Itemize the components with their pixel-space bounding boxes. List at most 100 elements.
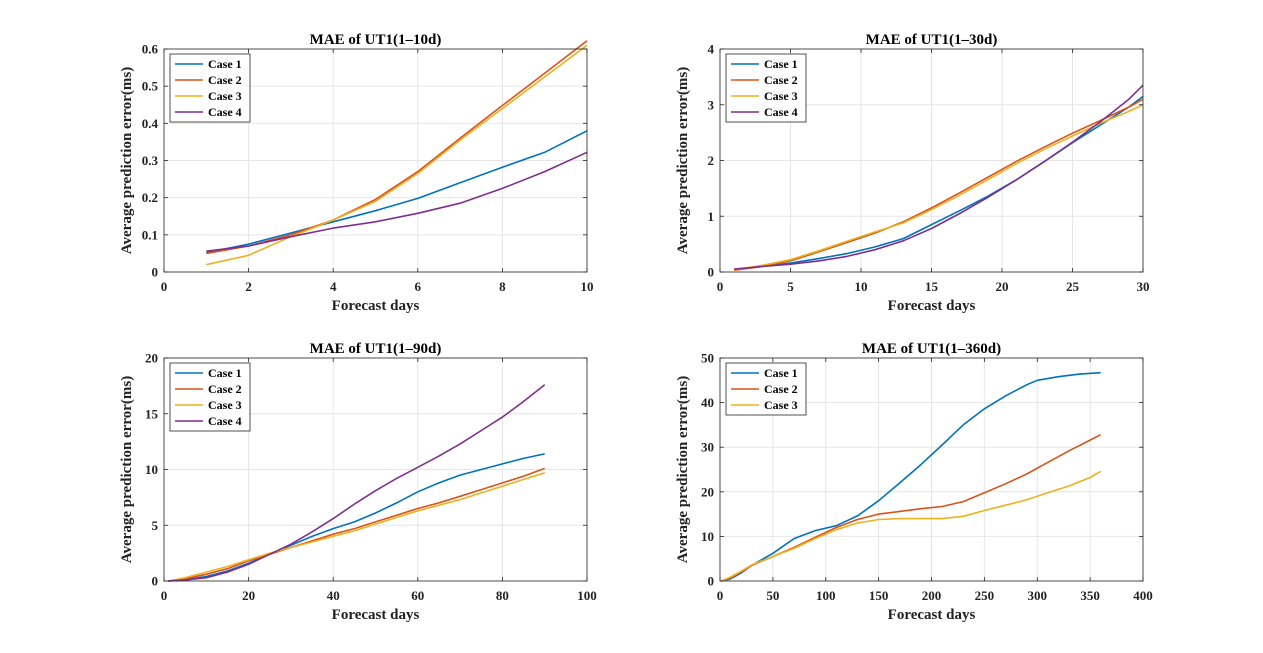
x-tick-label: 8 bbox=[499, 279, 506, 294]
legend-label: Case 4 bbox=[208, 414, 242, 428]
x-tick-label: 5 bbox=[787, 279, 794, 294]
y-tick-label: 0 bbox=[708, 265, 715, 280]
y-axis-label: Average prediction error(ms) bbox=[675, 67, 691, 254]
y-tick-label: 0.2 bbox=[142, 190, 158, 205]
x-tick-label: 200 bbox=[922, 588, 942, 603]
x-tick-label: 2 bbox=[245, 279, 252, 294]
legend-label: Case 1 bbox=[208, 57, 242, 71]
x-tick-label: 50 bbox=[766, 588, 779, 603]
legend-box bbox=[725, 53, 807, 123]
legend-label: Case 4 bbox=[208, 105, 242, 119]
y-tick-label: 0 bbox=[708, 574, 715, 589]
x-tick-label: 350 bbox=[1080, 588, 1100, 603]
series-line-case-4 bbox=[206, 151, 588, 252]
chart-2: 0 5 10 15 20 25 30 0 1 2 3 4 MAE of UT1(1–30d) Foreca… bbox=[675, 32, 1150, 314]
y-axis-label: Average prediction error(ms) bbox=[119, 376, 135, 563]
x-tick-label: 250 bbox=[975, 588, 995, 603]
series-line-case-2 bbox=[168, 467, 545, 582]
chart-title: MAE of UT1(1–90d) bbox=[310, 341, 442, 357]
legend-label: Case 3 bbox=[208, 89, 242, 103]
legend-label: Case 2 bbox=[764, 73, 798, 87]
y-tick-label: 0 bbox=[152, 265, 159, 280]
y-tick-label: 0.3 bbox=[142, 153, 159, 168]
y-tick-label: 0.1 bbox=[142, 227, 158, 242]
legend: Case 1 Case 2 Case 3 Case 4 bbox=[169, 362, 251, 432]
legend: Case 1 Case 2 Case 3 Case 4 bbox=[725, 53, 807, 123]
x-tick-label: 80 bbox=[496, 588, 509, 603]
legend-label: Case 3 bbox=[208, 398, 242, 412]
y-tick-label: 15 bbox=[145, 406, 159, 421]
chart-title: MAE of UT1(1–30d) bbox=[866, 32, 998, 48]
y-tick-label: 0.5 bbox=[142, 79, 159, 94]
series-line-case-3 bbox=[206, 44, 588, 266]
x-tick-label: 30 bbox=[1137, 279, 1150, 294]
x-tick-label: 25 bbox=[1066, 279, 1080, 294]
x-axis-label: Forecast days bbox=[888, 607, 976, 623]
legend-label: Case 4 bbox=[764, 105, 798, 119]
x-tick-label: 0 bbox=[161, 588, 168, 603]
series-line-case-3 bbox=[720, 470, 1102, 582]
x-tick-label: 0 bbox=[717, 279, 724, 294]
series-line-case-1 bbox=[206, 130, 588, 254]
x-tick-label: 20 bbox=[996, 279, 1009, 294]
x-tick-label: 0 bbox=[161, 279, 168, 294]
x-tick-label: 15 bbox=[925, 279, 939, 294]
legend-label: Case 3 bbox=[764, 398, 798, 412]
y-tick-label: 3 bbox=[708, 97, 715, 112]
x-tick-label: 40 bbox=[327, 588, 340, 603]
x-axis-label: Forecast days bbox=[332, 298, 420, 314]
chart-title: MAE of UT1(1–10d) bbox=[310, 32, 442, 48]
x-axis-label: Forecast days bbox=[888, 298, 976, 314]
y-tick-label: 20 bbox=[145, 351, 158, 366]
y-axis-label: Average prediction error(ms) bbox=[675, 376, 691, 563]
y-tick-label: 40 bbox=[701, 395, 714, 410]
y-tick-label: 10 bbox=[145, 462, 158, 477]
series-line-case-4 bbox=[734, 84, 1144, 270]
legend-label: Case 1 bbox=[764, 366, 798, 380]
y-tick-label: 4 bbox=[708, 42, 715, 57]
x-tick-label: 0 bbox=[717, 588, 724, 603]
y-tick-label: 0.4 bbox=[142, 116, 159, 131]
legend-box bbox=[169, 53, 251, 123]
x-axis-label: Forecast days bbox=[332, 607, 420, 623]
x-tick-label: 4 bbox=[330, 279, 337, 294]
x-tick-label: 20 bbox=[242, 588, 255, 603]
y-tick-label: 30 bbox=[701, 440, 714, 455]
legend-label: Case 3 bbox=[764, 89, 798, 103]
x-tick-label: 300 bbox=[1028, 588, 1048, 603]
chart-4: 0 50 100 150 200 250 300 350 400 0 10 20 30 40 50 MAE o… bbox=[675, 341, 1153, 623]
x-tick-label: 150 bbox=[869, 588, 889, 603]
x-tick-label: 100 bbox=[816, 588, 836, 603]
y-tick-label: 50 bbox=[701, 351, 714, 366]
y-tick-label: 0 bbox=[152, 574, 159, 589]
legend-label: Case 1 bbox=[208, 366, 242, 380]
series-line-case-1 bbox=[168, 453, 545, 582]
x-tick-label: 10 bbox=[581, 279, 594, 294]
y-tick-label: 10 bbox=[701, 529, 714, 544]
series-line-case-2 bbox=[733, 98, 1144, 272]
y-tick-label: 1 bbox=[708, 209, 715, 224]
chart-3: 0 20 40 60 80 100 0 5 10 15 20 MAE of UT1(1–90d) For… bbox=[119, 341, 597, 623]
legend: Case 1 Case 2 Case 3 Case 4 bbox=[169, 53, 251, 123]
legend-label: Case 1 bbox=[764, 57, 798, 71]
legend-label: Case 2 bbox=[208, 382, 242, 396]
series-line-case-3 bbox=[733, 104, 1144, 271]
chart-1: 0 2 4 6 8 10 0 0.1 0.2 0.3 0.4 0.5 0.6 MAE of UT1(1–1… bbox=[119, 32, 594, 314]
legend: Case 1 Case 2 Case 3 bbox=[725, 362, 807, 416]
chart-title: MAE of UT1(1–360d) bbox=[862, 341, 1001, 357]
series-line-case-3 bbox=[168, 472, 545, 582]
series-line-case-4 bbox=[168, 384, 546, 582]
series-line-case-2 bbox=[206, 40, 588, 255]
x-tick-label: 100 bbox=[577, 588, 597, 603]
y-tick-label: 2 bbox=[708, 153, 715, 168]
y-axis-label: Average prediction error(ms) bbox=[119, 67, 135, 254]
x-tick-label: 6 bbox=[415, 279, 422, 294]
y-tick-label: 0.6 bbox=[142, 42, 159, 57]
x-tick-label: 10 bbox=[855, 279, 868, 294]
legend-label: Case 2 bbox=[208, 73, 242, 87]
series-line-case-1 bbox=[734, 95, 1144, 270]
x-tick-label: 400 bbox=[1133, 588, 1153, 603]
y-tick-label: 20 bbox=[701, 484, 714, 499]
x-tick-label: 60 bbox=[411, 588, 424, 603]
